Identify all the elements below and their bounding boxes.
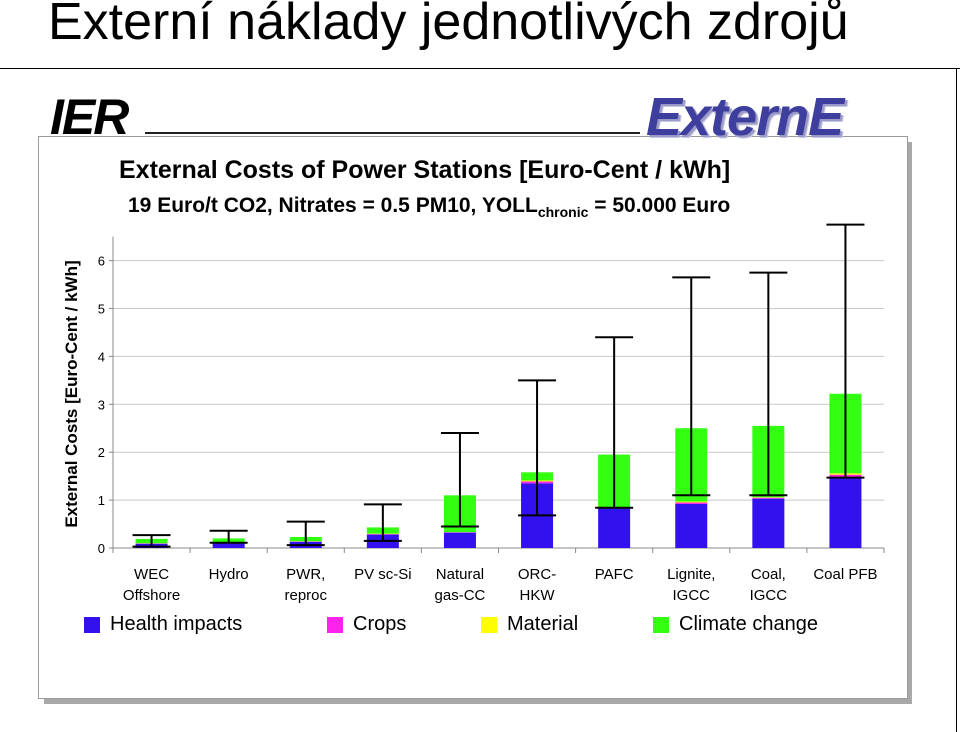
legend-label-crops: Crops [353, 613, 407, 635]
x-tick-label: HKW [520, 587, 556, 604]
externe-logo: ExternE [646, 87, 844, 147]
y-tick-label: 6 [98, 254, 105, 269]
y-tick-label: 3 [98, 397, 105, 412]
frame-line-right [956, 68, 957, 732]
legend-swatch-health [84, 616, 100, 633]
x-tick-label: IGCC [750, 587, 788, 604]
bar-segment-crops [675, 502, 708, 504]
legend-swatch-climate [653, 616, 669, 633]
legend-item-health: Health impacts [84, 613, 242, 636]
chart-subtitle-sub: chronic [537, 204, 589, 220]
chart-panel [38, 136, 908, 699]
x-tick-label: WEC [134, 566, 169, 583]
legend-item-crops: Crops [327, 613, 406, 636]
chart-title: External Costs of Power Stations [Euro-C… [119, 156, 731, 184]
chart-subtitle: 19 Euro/t CO2, Nitrates = 0.5 PM10, YOLL… [128, 194, 730, 220]
x-tick-label: Coal PFB [813, 566, 877, 583]
y-tick-label: 1 [98, 493, 105, 508]
x-tick-label: Lignite, [667, 566, 715, 583]
bar-segment-material [675, 501, 708, 503]
header-rule [145, 132, 640, 134]
x-tick-label: reproc [284, 587, 327, 604]
chart-subtitle-end: = 50.000 Euro [588, 194, 731, 217]
x-tick-label: Offshore [123, 587, 180, 604]
legend-item-climate: Climate change [653, 613, 818, 636]
slide-title: Externí náklady jednotlivých zdrojů [48, 0, 849, 51]
x-tick-label: gas-CC [435, 587, 486, 604]
legend-item-material: Material [481, 613, 578, 636]
y-tick-label: 4 [98, 349, 105, 364]
x-tick-label: ORC- [518, 566, 556, 583]
x-tick-label: PWR, [286, 566, 325, 583]
y-tick-label: 5 [98, 302, 105, 317]
frame-line [0, 68, 960, 69]
bar-segment-health-impacts [752, 498, 785, 548]
bar-segment-health-impacts [675, 503, 708, 548]
bar-segment-health-impacts [829, 477, 862, 548]
x-tick-label: Natural [436, 566, 484, 583]
y-tick-label: 0 [98, 541, 105, 556]
x-tick-label: Coal, [751, 566, 786, 583]
x-tick-label: IGCC [673, 587, 711, 604]
bar-segment-health-impacts [212, 543, 245, 548]
chart-subtitle-main: 19 Euro/t CO2, Nitrates = 0.5 PM10, YOLL [128, 194, 538, 217]
legend-swatch-crops [327, 616, 343, 633]
ier-logo: IER [50, 89, 129, 145]
legend-label-material: Material [507, 613, 579, 635]
bar-segment-crops [752, 497, 785, 499]
legend-swatch-material [481, 616, 497, 633]
x-tick-label: PAFC [595, 566, 634, 583]
legend-label-climate: Climate change [679, 613, 818, 635]
bar-segment-health-impacts [598, 507, 631, 548]
x-tick-label: PV sc-Si [354, 566, 412, 583]
y-tick-label: 2 [98, 445, 105, 460]
x-tick-label: Hydro [209, 566, 249, 583]
bar-segment-health-impacts [443, 532, 476, 548]
legend-label-health: Health impacts [110, 613, 243, 635]
